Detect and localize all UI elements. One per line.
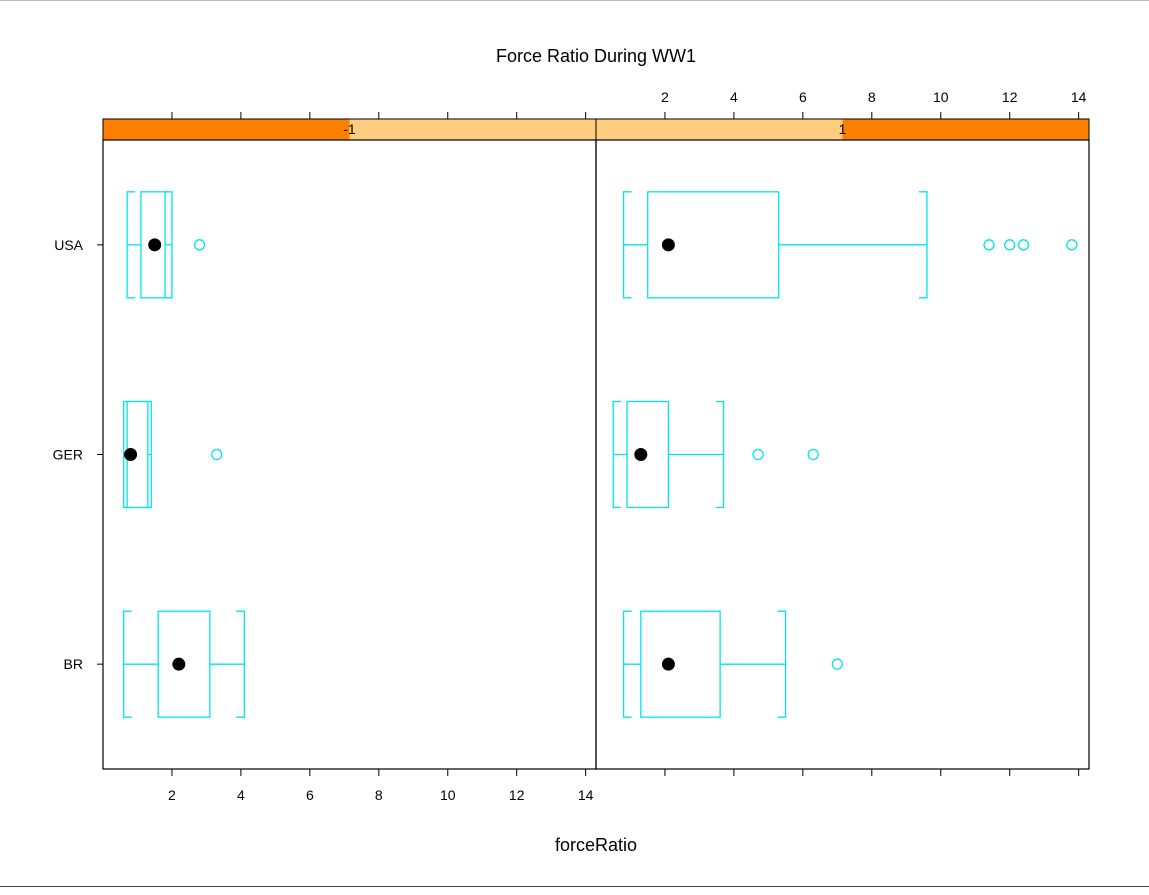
outlier-point-0 xyxy=(983,239,995,251)
cap-high xyxy=(163,191,173,299)
cap-low xyxy=(622,610,632,718)
chart-title: Force Ratio During WW1 xyxy=(496,46,696,66)
cap-low xyxy=(612,400,622,509)
outlier-point-3 xyxy=(1066,239,1078,251)
cap-low xyxy=(622,191,632,299)
x-tick-label-top-0: 2 xyxy=(661,89,669,105)
x-tick-label-bottom-6: 14 xyxy=(578,787,594,803)
outlier-point-2 xyxy=(1017,239,1030,251)
cap-high xyxy=(143,400,152,509)
cap-low xyxy=(126,191,136,299)
cap-low xyxy=(123,400,132,509)
box-rect xyxy=(626,400,670,509)
cap-high xyxy=(715,400,725,509)
outlier-point-0 xyxy=(193,239,206,251)
x-axis-label: forceRatio xyxy=(555,835,637,855)
x-tick-label-top-1: 4 xyxy=(730,89,738,105)
outlier-point-0 xyxy=(752,448,764,461)
median-dot xyxy=(172,657,186,671)
box-ger-0 xyxy=(123,400,223,509)
box-ger-1 xyxy=(612,400,819,509)
x-tick-label-bottom-0: 2 xyxy=(168,787,176,803)
strip-level-indicator-0 xyxy=(103,119,350,140)
panel-0: -1 2 4 6 8 10 12 14 xyxy=(102,112,597,803)
strip-label-1: 1 xyxy=(839,121,847,137)
panel-border-0 xyxy=(102,139,597,770)
outlier-point-0 xyxy=(831,658,843,670)
x-tick-label-top-3: 8 xyxy=(868,89,876,105)
x-tick-label-bottom-3: 8 xyxy=(375,787,383,803)
panel-1: 12 4 6 8 10 12 14 xyxy=(595,89,1090,776)
x-tick-label-bottom-1: 4 xyxy=(237,787,245,803)
outlier-point-0 xyxy=(211,448,223,461)
cap-high xyxy=(918,191,928,299)
x-tick-label-bottom-5: 12 xyxy=(509,787,525,803)
cap-high xyxy=(236,610,245,718)
box-usa-0 xyxy=(126,191,206,299)
median-dot xyxy=(148,238,162,252)
x-tick-label-bottom-4: 10 xyxy=(440,787,456,803)
cap-high xyxy=(777,610,787,718)
cap-low xyxy=(123,610,132,718)
x-tick-label-bottom-2: 6 xyxy=(306,787,314,803)
y-tick-label-1: GER xyxy=(53,447,83,463)
x-tick-label-top-4: 10 xyxy=(933,89,949,105)
box-usa-1 xyxy=(622,191,1078,299)
strip-level-indicator-1 xyxy=(842,119,1089,140)
box-br-0 xyxy=(123,610,245,718)
outlier-point-1 xyxy=(807,448,819,461)
x-tick-label-top-6: 14 xyxy=(1071,89,1087,105)
panel-border-1 xyxy=(595,139,1090,770)
median-dot xyxy=(634,448,648,461)
y-tick-label-2: USA xyxy=(54,237,83,253)
median-dot xyxy=(124,448,138,461)
strip-label-0: -1 xyxy=(343,121,356,137)
y-tick-label-0: BR xyxy=(64,656,83,672)
box-rect xyxy=(640,610,721,718)
x-tick-label-top-2: 6 xyxy=(799,89,807,105)
x-tick-label-top-5: 12 xyxy=(1002,89,1018,105)
outlier-point-1 xyxy=(1004,239,1016,251)
median-dot xyxy=(661,238,675,252)
median-dot xyxy=(661,657,675,671)
box-br-1 xyxy=(622,610,843,718)
